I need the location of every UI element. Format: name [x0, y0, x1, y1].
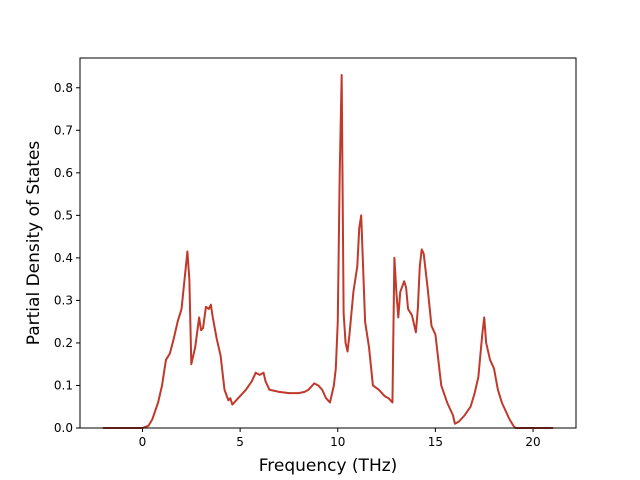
y-tick-label: 0.3: [54, 293, 73, 307]
pdos-series-line: [102, 74, 554, 429]
plot-frame: [79, 57, 577, 429]
axis-ticks: 0 5 10 15 20 0.0 0.1 0.2 0.3 0.4 0.5 0.6 0.7 0.8: [54, 81, 541, 449]
y-tick-label: 0.8: [54, 81, 73, 95]
x-axis-label: Frequency (THz): [259, 456, 398, 476]
x-tick-label: 15: [428, 435, 443, 449]
y-tick-label: 0.2: [54, 336, 73, 350]
plot-background: [80, 58, 576, 428]
y-tick-label: 0.1: [54, 378, 73, 392]
y-axis-label: Partial Density of States: [24, 141, 44, 346]
x-tick-label: 20: [525, 435, 540, 449]
x-tick-label: 5: [236, 435, 244, 449]
x-tick-label: 0: [139, 435, 147, 449]
y-tick-label: 0.0: [54, 421, 73, 435]
y-tick-label: 0.5: [54, 208, 73, 222]
y-tick-label: 0.7: [54, 123, 73, 137]
y-tick-label: 0.6: [54, 166, 73, 180]
x-tick-label: 10: [330, 435, 345, 449]
y-tick-label: 0.4: [54, 251, 73, 265]
